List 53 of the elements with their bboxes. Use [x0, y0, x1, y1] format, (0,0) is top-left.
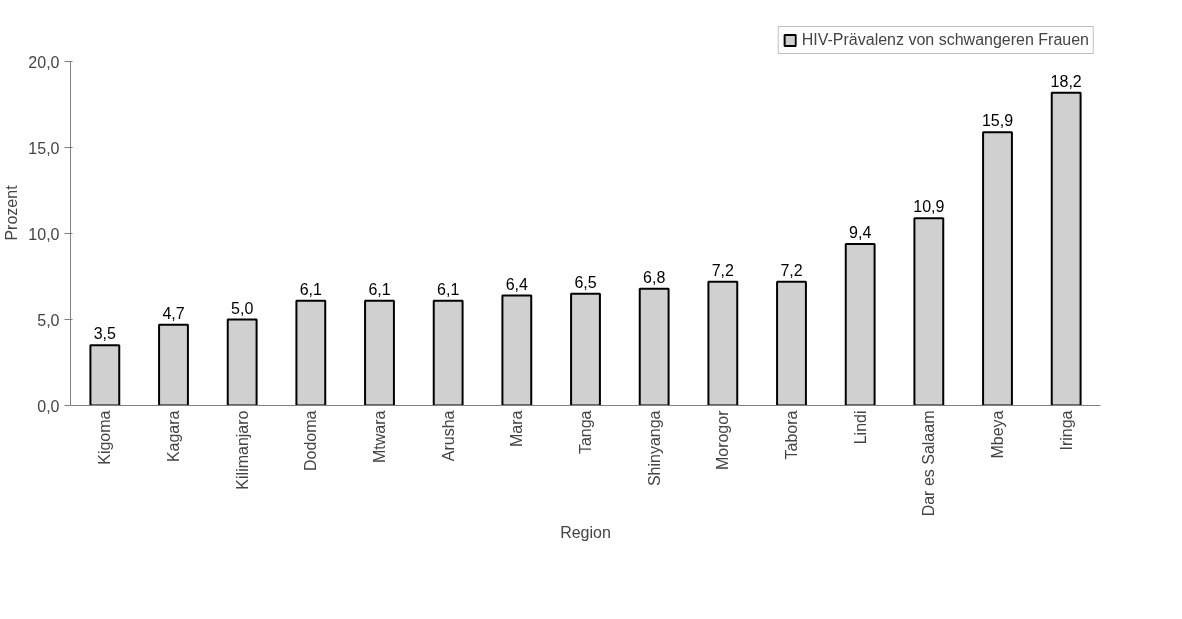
- legend-label: HIV-Prävalenz von schwangeren Frauen: [801, 31, 1089, 49]
- bar: [501, 294, 533, 406]
- bar: [707, 280, 739, 406]
- bar: [570, 292, 601, 406]
- bar: [158, 323, 189, 406]
- x-tick-label: Mbeya: [989, 410, 1006, 459]
- data-label: 6,4: [505, 275, 529, 293]
- y-tick-label: 5,0: [37, 311, 60, 329]
- data-label: 4,7: [162, 304, 185, 322]
- x-tick-label: Tanga: [577, 410, 594, 455]
- data-label: 6,8: [643, 268, 666, 286]
- x-tick-label: Mtwara: [371, 410, 388, 463]
- bar: [1050, 91, 1082, 406]
- y-tick-label: 10,0: [28, 225, 60, 243]
- y-tick-label: 20,0: [28, 53, 60, 71]
- bar: [295, 299, 327, 406]
- x-axis-title: Region: [560, 524, 611, 542]
- bar: [776, 280, 807, 406]
- data-label: 10,9: [913, 198, 945, 216]
- data-label: 15,9: [981, 112, 1014, 130]
- data-label: 7,2: [780, 261, 803, 279]
- x-tick-label: Tabora: [783, 410, 800, 460]
- x-tick-label: Arusha: [439, 410, 457, 462]
- bar: [432, 299, 464, 406]
- x-tick-label: Iringa: [1057, 410, 1075, 451]
- bar: [364, 299, 395, 406]
- x-tick-label: Kigoma: [96, 410, 114, 465]
- bar: [226, 318, 258, 406]
- bar: [913, 217, 945, 406]
- x-tick-label: Mara: [508, 410, 526, 447]
- data-label: 18,2: [1050, 72, 1082, 90]
- x-tick-label: Kilimanjaro: [233, 410, 251, 490]
- bar: [638, 287, 670, 406]
- y-tick-label: 0,0: [37, 397, 60, 415]
- bar: [982, 131, 1013, 406]
- data-label: 6,1: [299, 280, 323, 298]
- data-label: 6,1: [368, 280, 391, 298]
- data-label: 6,5: [574, 273, 597, 291]
- x-tick-label: Shinyanga: [645, 410, 663, 487]
- data-label: 7,2: [711, 261, 735, 279]
- data-label: 5,0: [231, 299, 254, 317]
- x-tick-label: Dar es Salaam: [920, 410, 938, 517]
- y-axis-title: Prozent: [3, 184, 21, 241]
- bar: [844, 242, 876, 406]
- x-tick-label: Morogor: [714, 409, 732, 471]
- data-label: 6,1: [437, 280, 460, 298]
- x-tick-label: Kagara: [165, 410, 182, 463]
- data-label: 9,4: [849, 223, 872, 241]
- data-label: 3,5: [93, 325, 117, 343]
- bar: [89, 344, 121, 406]
- x-tick-label: Dodoma: [302, 410, 320, 471]
- y-tick-label: 15,0: [28, 139, 60, 157]
- x-tick-label: Lindi: [851, 410, 869, 445]
